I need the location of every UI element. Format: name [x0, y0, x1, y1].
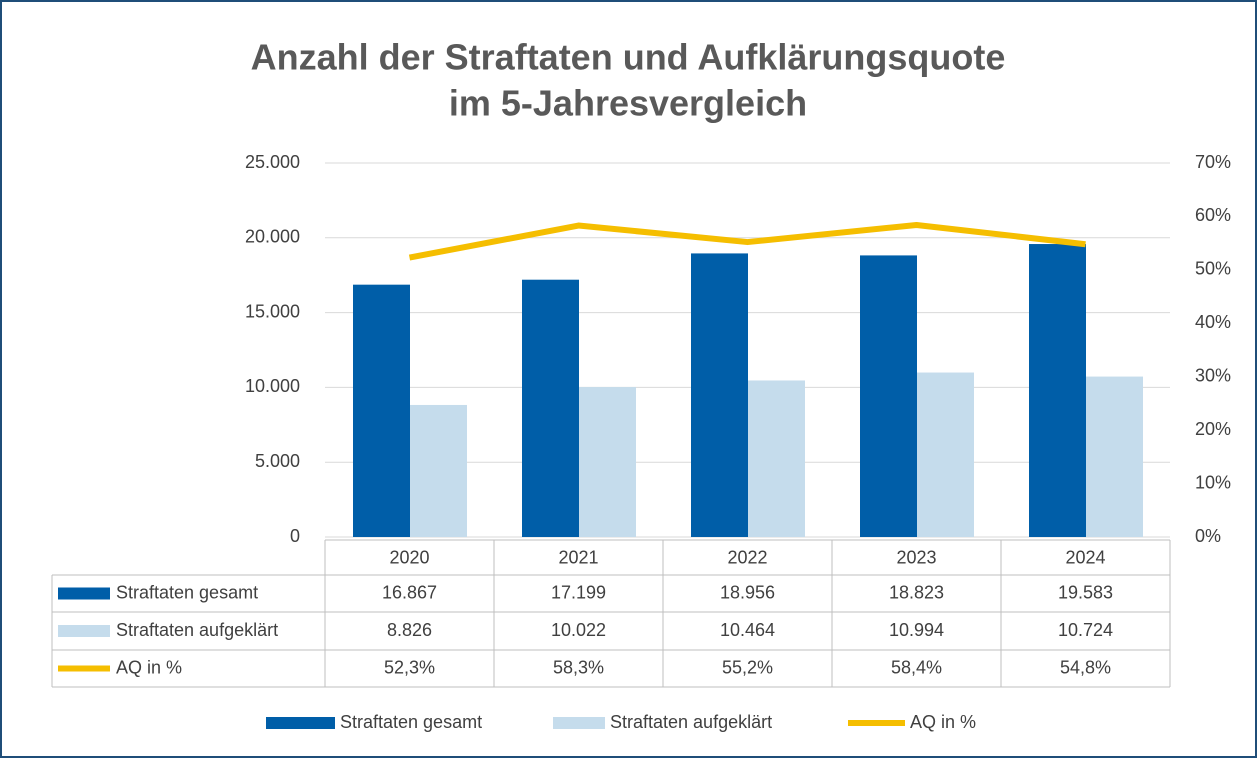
- y2-tick-label: 30%: [1195, 365, 1231, 385]
- table-cell: 10.022: [551, 620, 606, 640]
- bar: [522, 279, 579, 537]
- table-cell: 58,3%: [553, 657, 604, 677]
- x-tick-label: 2022: [727, 547, 767, 567]
- x-tick-label: 2021: [558, 547, 598, 567]
- legend-key: [266, 717, 335, 729]
- table-row-label: Straftaten gesamt: [116, 582, 258, 602]
- x-tick-label: 2020: [389, 547, 429, 567]
- y2-tick-label: 60%: [1195, 205, 1231, 225]
- bar: [917, 372, 974, 537]
- y-tick-label: 10.000: [245, 376, 300, 396]
- y2-tick-label: 0%: [1195, 526, 1221, 546]
- legend-key: [58, 625, 110, 637]
- legend-label: AQ in %: [910, 712, 976, 732]
- table-cell: 8.826: [387, 620, 432, 640]
- table-cell: 19.583: [1058, 582, 1113, 602]
- table-cell: 10.994: [889, 620, 944, 640]
- bar: [579, 387, 636, 537]
- x-tick-label: 2024: [1065, 547, 1105, 567]
- table-cell: 10.724: [1058, 620, 1113, 640]
- table-cell: 10.464: [720, 620, 775, 640]
- y-tick-label: 15.000: [245, 301, 300, 321]
- table-cell: 16.867: [382, 582, 437, 602]
- legend-label: Straftaten gesamt: [340, 712, 482, 732]
- x-tick-label: 2023: [896, 547, 936, 567]
- table-row-label: Straftaten aufgeklärt: [116, 620, 278, 640]
- y-tick-label: 5.000: [255, 451, 300, 471]
- y2-tick-label: 40%: [1195, 312, 1231, 332]
- y2-tick-label: 50%: [1195, 259, 1231, 279]
- y2-tick-label: 10%: [1195, 472, 1231, 492]
- table-cell: 18.823: [889, 582, 944, 602]
- bar: [860, 255, 917, 538]
- bar: [1086, 376, 1143, 537]
- bar: [748, 380, 805, 537]
- legend-label: Straftaten aufgeklärt: [610, 712, 772, 732]
- y-tick-label: 0: [290, 526, 300, 546]
- chart-title: im 5-Jahresvergleich: [449, 83, 807, 124]
- table-cell: 17.199: [551, 582, 606, 602]
- y2-tick-label: 20%: [1195, 419, 1231, 439]
- bar: [410, 404, 467, 537]
- table-cell: 18.956: [720, 582, 775, 602]
- bar: [691, 253, 748, 537]
- y-tick-label: 20.000: [245, 227, 300, 247]
- bar: [1029, 244, 1086, 537]
- table-cell: 58,4%: [891, 657, 942, 677]
- table-row-label: AQ in %: [116, 657, 182, 677]
- bar: [353, 284, 410, 537]
- table-cell: 52,3%: [384, 657, 435, 677]
- table-cell: 54,8%: [1060, 657, 1111, 677]
- line: [408, 221, 1086, 261]
- y2-tick-label: 70%: [1195, 152, 1231, 172]
- legend-key: [553, 717, 605, 729]
- table-cell: 55,2%: [722, 657, 773, 677]
- legend-key: [58, 587, 110, 600]
- y-tick-label: 25.000: [245, 152, 300, 172]
- chart-title: Anzahl der Straftaten und Aufklärungsquo…: [251, 37, 1006, 78]
